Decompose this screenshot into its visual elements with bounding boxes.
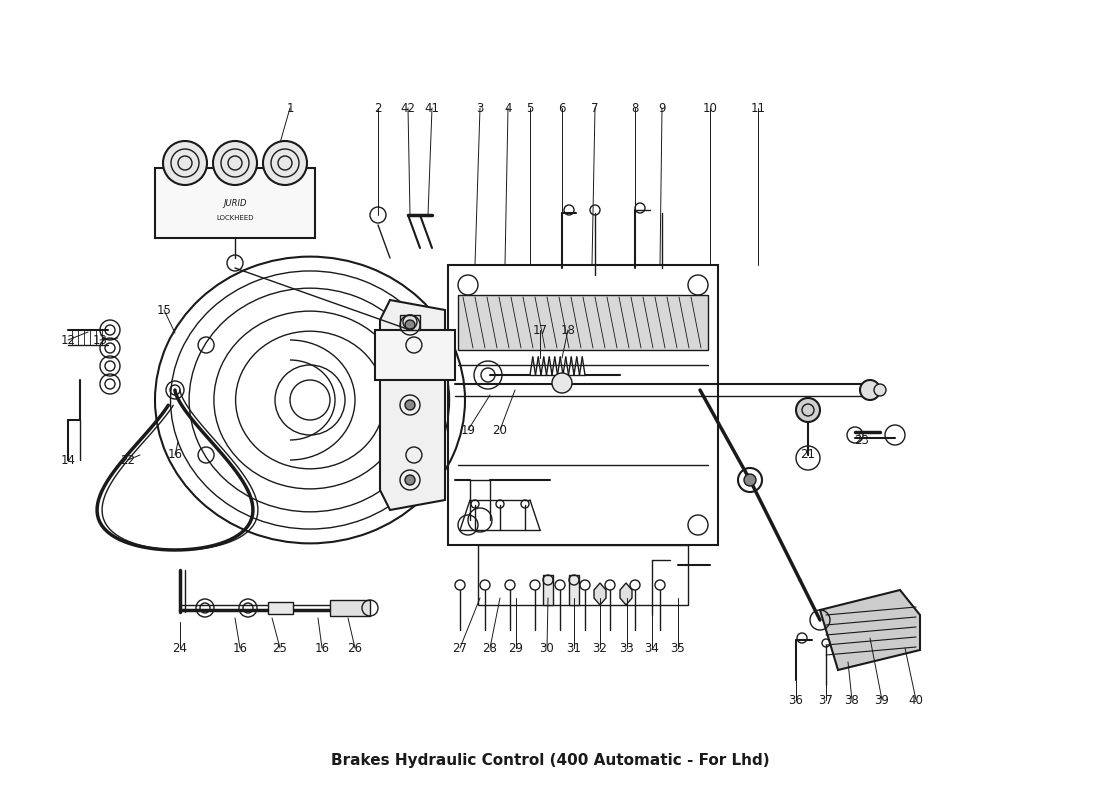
Text: 1: 1 xyxy=(286,102,294,114)
Circle shape xyxy=(744,474,756,486)
Circle shape xyxy=(213,141,257,185)
Text: 41: 41 xyxy=(425,102,440,114)
Text: 9: 9 xyxy=(658,102,666,114)
Text: 23: 23 xyxy=(855,434,869,446)
Text: 11: 11 xyxy=(750,102,766,114)
Polygon shape xyxy=(620,583,632,605)
Text: 28: 28 xyxy=(483,642,497,654)
Circle shape xyxy=(405,400,415,410)
Circle shape xyxy=(263,141,307,185)
Text: 22: 22 xyxy=(121,454,135,466)
Text: 8: 8 xyxy=(631,102,639,114)
Text: 27: 27 xyxy=(452,642,468,654)
Text: 20: 20 xyxy=(493,423,507,437)
Text: 7: 7 xyxy=(592,102,598,114)
Bar xyxy=(375,330,455,380)
Text: 25: 25 xyxy=(273,642,287,654)
Bar xyxy=(155,168,315,238)
Text: 3: 3 xyxy=(476,102,484,114)
Text: 39: 39 xyxy=(874,694,890,706)
Bar xyxy=(400,315,420,330)
Text: 36: 36 xyxy=(789,694,803,706)
Text: 18: 18 xyxy=(561,323,575,337)
Circle shape xyxy=(860,380,880,400)
Circle shape xyxy=(874,384,886,396)
Polygon shape xyxy=(379,300,446,510)
Text: 21: 21 xyxy=(801,449,815,462)
Bar xyxy=(330,600,370,616)
Bar xyxy=(569,575,579,605)
Text: 35: 35 xyxy=(671,642,685,654)
Circle shape xyxy=(405,320,415,330)
Text: Brakes Hydraulic Control (400 Automatic - For Lhd): Brakes Hydraulic Control (400 Automatic … xyxy=(331,753,769,767)
Text: 16: 16 xyxy=(232,642,248,654)
Text: 17: 17 xyxy=(532,323,548,337)
Text: 5: 5 xyxy=(526,102,534,114)
Text: 4: 4 xyxy=(504,102,512,114)
Text: 32: 32 xyxy=(593,642,607,654)
Bar xyxy=(448,265,718,545)
Text: 14: 14 xyxy=(60,454,76,466)
Bar xyxy=(478,545,688,605)
Text: 30: 30 xyxy=(540,642,554,654)
Circle shape xyxy=(552,373,572,393)
Text: 31: 31 xyxy=(566,642,582,654)
Circle shape xyxy=(163,141,207,185)
Polygon shape xyxy=(594,583,606,605)
Text: 19: 19 xyxy=(461,423,475,437)
Text: 40: 40 xyxy=(909,694,923,706)
Text: 37: 37 xyxy=(818,694,834,706)
Text: 6: 6 xyxy=(558,102,565,114)
Text: 26: 26 xyxy=(348,642,363,654)
Text: LOCKHEED: LOCKHEED xyxy=(217,215,254,221)
Text: JURID: JURID xyxy=(223,198,246,207)
Bar xyxy=(543,575,553,605)
Text: 10: 10 xyxy=(703,102,717,114)
Bar xyxy=(458,295,708,350)
Text: 16: 16 xyxy=(315,642,330,654)
Text: 38: 38 xyxy=(845,694,859,706)
Text: 33: 33 xyxy=(619,642,635,654)
Text: 29: 29 xyxy=(508,642,524,654)
Text: 16: 16 xyxy=(167,449,183,462)
Text: 42: 42 xyxy=(400,102,416,114)
Text: 24: 24 xyxy=(173,642,187,654)
Circle shape xyxy=(405,475,415,485)
Circle shape xyxy=(796,398,820,422)
Bar xyxy=(268,602,293,614)
Polygon shape xyxy=(820,590,920,670)
Text: 15: 15 xyxy=(156,303,172,317)
Text: 13: 13 xyxy=(92,334,108,346)
Text: 2: 2 xyxy=(374,102,382,114)
Text: 34: 34 xyxy=(645,642,659,654)
Text: 12: 12 xyxy=(60,334,76,346)
